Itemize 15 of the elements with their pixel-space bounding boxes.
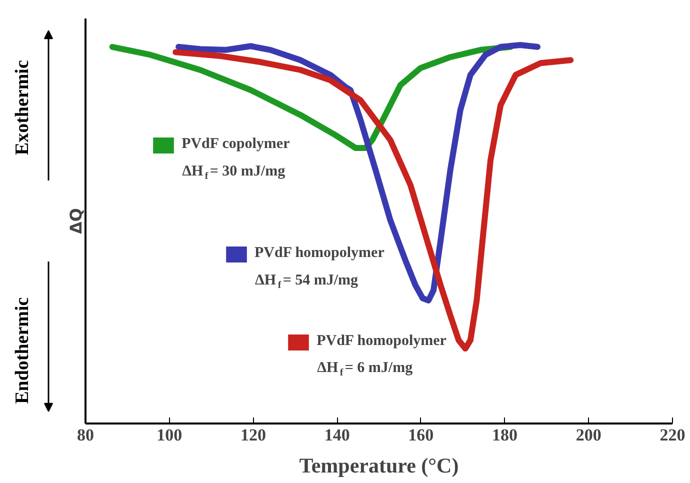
- x-tick-label: 120: [240, 426, 266, 444]
- x-tick-label: 200: [576, 426, 602, 444]
- x-tick-label: 160: [408, 426, 434, 444]
- legend-label: PVdF homopolymer: [254, 245, 384, 262]
- y-axis-title: ΔQ: [66, 208, 86, 234]
- text: Endothermic: [12, 297, 33, 404]
- x-tick-label: 80: [77, 426, 94, 444]
- x-tick-label: 140: [324, 426, 350, 444]
- x-tick-label: 100: [156, 426, 182, 444]
- legend-label: PVdF homopolymer: [316, 333, 446, 350]
- x-tick-label: 180: [492, 426, 518, 444]
- legend-label: PVdF copolymer: [182, 136, 290, 154]
- x-axis-title: Temperature (°C): [299, 454, 459, 478]
- text: Exothermic: [12, 60, 33, 156]
- x-tick-label: 220: [660, 426, 686, 444]
